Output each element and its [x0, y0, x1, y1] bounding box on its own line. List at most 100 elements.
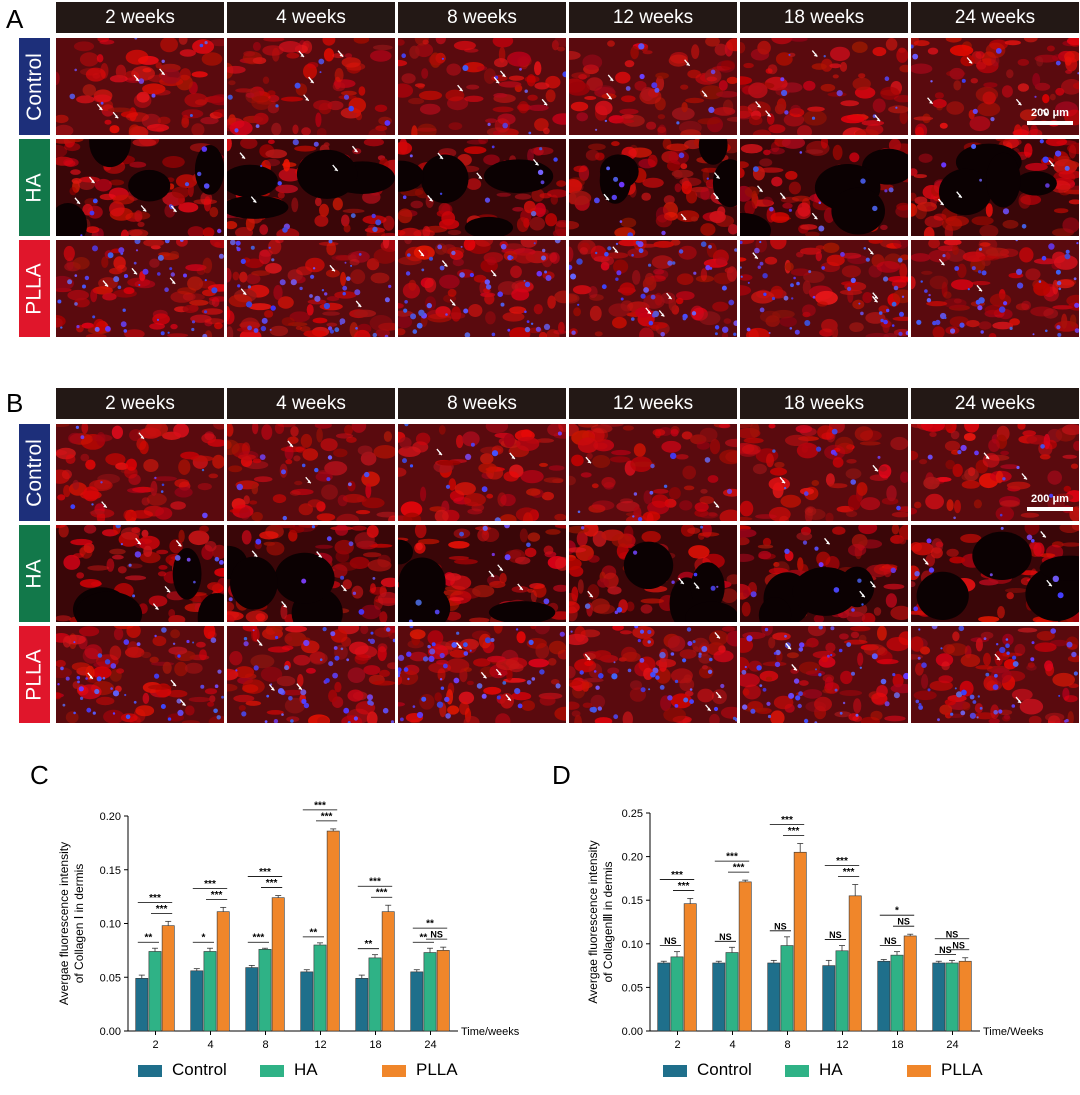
- row-label-control: Control: [19, 38, 50, 135]
- bar-plla-12: [326, 830, 340, 1032]
- bar-control-2: [657, 962, 671, 1032]
- x-tick-label: 8: [262, 1039, 268, 1051]
- micrograph-b-plla-4wk: [227, 626, 395, 723]
- micrograph-a-control-8wk: [398, 38, 566, 135]
- bar-control-4: [190, 970, 204, 1032]
- bar-control-8: [245, 967, 259, 1032]
- legend-swatch-plla: [907, 1065, 931, 1077]
- significance-label: ***: [253, 933, 265, 944]
- row-label-ha: HA: [19, 525, 50, 622]
- panel-letter-c: C: [30, 760, 49, 790]
- significance-label: ***: [781, 815, 793, 826]
- x-tick-label: 4: [207, 1039, 213, 1051]
- bar-control-24: [410, 971, 424, 1032]
- time-header: 12 weeks: [569, 2, 737, 33]
- significance-label: NS: [952, 940, 965, 950]
- scale-bar-line: [1027, 507, 1073, 511]
- row-label-control: Control: [19, 424, 50, 521]
- legend-label: Control: [172, 1060, 227, 1079]
- micrograph-b-plla-2wk: [56, 626, 224, 723]
- bar-ha-24: [423, 952, 437, 1032]
- significance-label: NS: [897, 917, 910, 927]
- micrograph-a-plla-4wk: [227, 240, 395, 337]
- y-axis-label: Avergae fluorescence intensity: [57, 842, 71, 1005]
- bar-ha-4: [203, 951, 217, 1032]
- micrograph-b-ha-2wk: [56, 525, 224, 622]
- significance-label: **: [310, 927, 318, 938]
- y-tick-label: 0.00: [622, 1026, 643, 1038]
- y-tick-label: 0.00: [100, 1026, 121, 1038]
- x-tick-label: 4: [729, 1039, 735, 1051]
- micrograph-a-plla-8wk: [398, 240, 566, 337]
- micrograph-b-ha-8wk: [398, 525, 566, 622]
- micrograph-b-plla-24wk: [911, 626, 1079, 723]
- micrograph-b-plla-18wk: [740, 626, 908, 723]
- bar-control-4: [712, 962, 726, 1032]
- row-label-plla: PLLA: [19, 240, 50, 337]
- bar-plla-2: [161, 925, 175, 1032]
- significance-label: ***: [671, 870, 683, 881]
- legend-swatch-control: [663, 1065, 687, 1077]
- y-tick-label: 0.20: [622, 852, 643, 864]
- y-tick-label: 0.15: [622, 895, 643, 907]
- legend-swatch-control: [138, 1065, 162, 1077]
- significance-label: ***: [259, 867, 271, 878]
- y-tick-label: 0.10: [100, 919, 121, 931]
- time-header: 18 weeks: [740, 2, 908, 33]
- micrograph-a-plla-18wk: [740, 240, 908, 337]
- significance-label: NS: [939, 945, 952, 955]
- x-tick-label: 24: [424, 1039, 436, 1051]
- significance-label: **: [145, 933, 153, 944]
- x-tick-label: 24: [946, 1039, 958, 1051]
- significance-label: NS: [829, 930, 842, 940]
- bar-plla-4: [738, 881, 752, 1032]
- micrograph-b-plla-12wk: [569, 626, 737, 723]
- legend-label: Control: [697, 1060, 752, 1079]
- micrograph-a-control-4wk: [227, 38, 395, 135]
- significance-label: ***: [156, 904, 168, 915]
- collagen-iii-bar-chart: 0.00 0.05 0.10 0.15 0.20 0.25 Avergae fluoresc…: [565, 790, 1075, 1090]
- legend-swatch-plla: [382, 1065, 406, 1077]
- bar-control-18: [877, 960, 891, 1032]
- micrograph-b-ha-4wk: [227, 525, 395, 622]
- x-tick-label: 12: [314, 1039, 326, 1051]
- micrograph-a-control-24wk: [911, 38, 1079, 135]
- row-label-text: PLLA: [22, 648, 46, 701]
- time-header: 24 weeks: [911, 2, 1079, 33]
- y-axis-label: Avergae fluorescence intensity: [586, 840, 600, 1003]
- panel-letter-b: B: [6, 388, 24, 418]
- significance-label: NS: [430, 930, 443, 940]
- micrograph-b-ha-24wk: [911, 525, 1079, 622]
- micrograph-a-control-12wk: [569, 38, 737, 135]
- scale-bar: 200 μm: [1027, 107, 1073, 125]
- bar-plla-4: [216, 911, 230, 1032]
- bar-control-24: [932, 962, 946, 1032]
- x-axis-label: Time/Weeks: [983, 1026, 1044, 1038]
- significance-label: ***: [321, 811, 333, 822]
- significance-label: ***: [733, 863, 745, 874]
- time-header: 8 weeks: [398, 2, 566, 33]
- bar-control-12: [822, 965, 836, 1032]
- bar-ha-8: [780, 945, 794, 1032]
- x-tick-label: 18: [369, 1039, 381, 1051]
- micrograph-a-ha-4wk: [227, 139, 395, 236]
- y-tick-label: 0.05: [622, 982, 643, 994]
- bar-plla-18: [903, 935, 917, 1032]
- significance-label: ***: [211, 890, 223, 901]
- bar-ha-12: [835, 950, 849, 1032]
- micrograph-b-control-12wk: [569, 424, 737, 521]
- micrograph-a-plla-24wk: [911, 240, 1079, 337]
- bar-ha-24: [945, 962, 959, 1032]
- time-header: 24 weeks: [911, 388, 1079, 419]
- x-axis-label: Time/weeks: [461, 1026, 520, 1038]
- x-tick-label: 2: [674, 1039, 680, 1051]
- significance-label: ***: [376, 888, 388, 899]
- x-tick-label: 2: [152, 1039, 158, 1051]
- significance-label: ***: [836, 856, 848, 867]
- scale-bar-label: 200 μm: [1031, 107, 1069, 119]
- micrograph-b-control-2wk: [56, 424, 224, 521]
- micrograph-a-ha-12wk: [569, 139, 737, 236]
- bar-plla-24: [436, 950, 450, 1032]
- significance-label: *: [201, 933, 205, 944]
- micrograph-a-ha-8wk: [398, 139, 566, 236]
